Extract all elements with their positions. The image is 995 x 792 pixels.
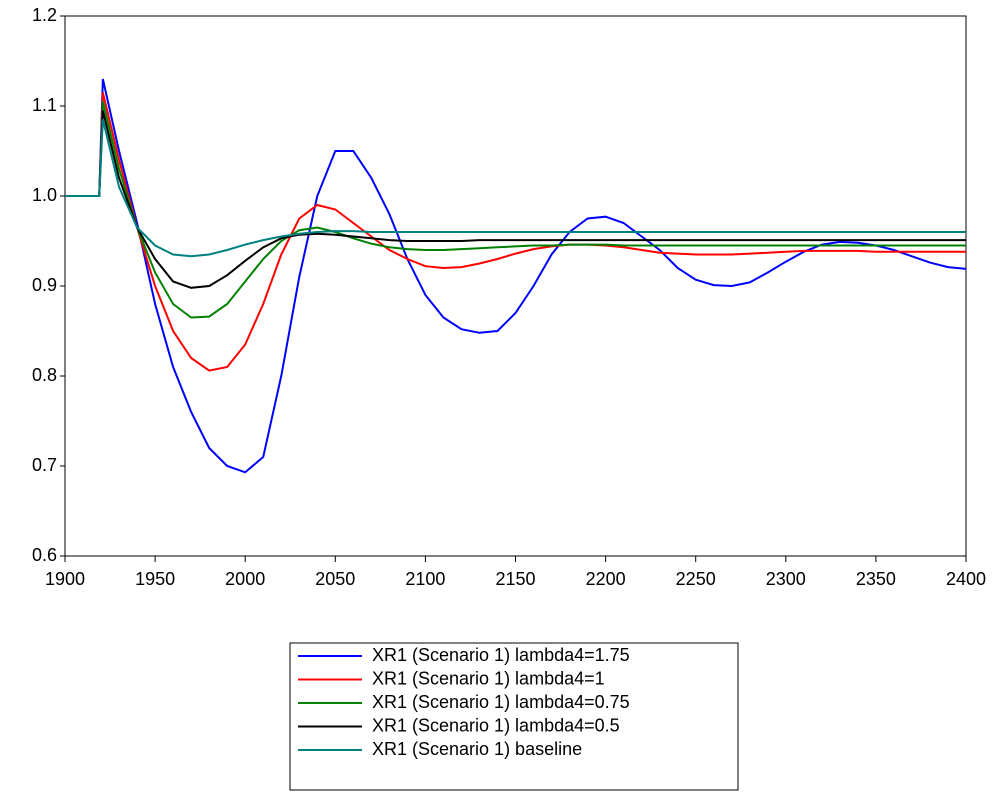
x-tick-label: 2100 [405,569,445,589]
x-tick-label: 2400 [946,569,986,589]
y-tick-label: 0.6 [32,545,57,565]
legend-frame [289,642,739,791]
y-tick-label: 0.8 [32,365,57,385]
y-tick-label: 1.1 [32,95,57,115]
x-tick-label: 2350 [856,569,896,589]
x-tick-label: 2150 [495,569,535,589]
x-tick-label: 2000 [225,569,265,589]
series-line [65,119,966,258]
y-tick-label: 0.9 [32,275,57,295]
y-tick-label: 0.7 [32,455,57,475]
y-tick-label: 1.0 [32,185,57,205]
x-tick-label: 2250 [676,569,716,589]
x-tick-label: 2200 [586,569,626,589]
legend-label: XR1 (Scenario 1) lambda4=0.75 [372,692,630,712]
series-line [65,101,966,319]
legend-label: XR1 (Scenario 1) lambda4=1 [372,668,605,688]
series-line [65,92,966,372]
series-line [65,78,967,474]
x-tick-label: 1900 [45,569,85,589]
series-line [65,110,966,289]
x-tick-label: 2300 [766,569,806,589]
legend-label: XR1 (Scenario 1) lambda4=0.5 [372,715,620,735]
legend-label: XR1 (Scenario 1) baseline [372,739,582,759]
y-tick-label: 1.2 [32,5,57,25]
x-tick-label: 1950 [135,569,175,589]
legend-label: XR1 (Scenario 1) lambda4=1.75 [372,645,630,665]
x-tick-label: 2050 [315,569,355,589]
